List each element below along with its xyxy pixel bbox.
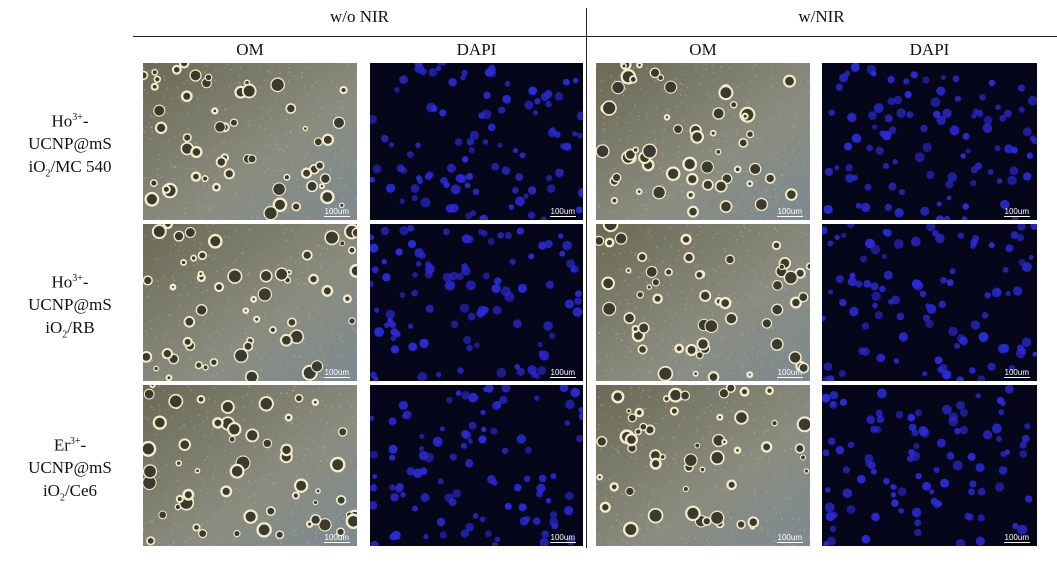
header-rule bbox=[133, 36, 1057, 37]
micrograph bbox=[596, 63, 810, 220]
scale-bar: 100um bbox=[323, 207, 350, 217]
row-label: Er3+- UCNP@mS iO2/Ce6 bbox=[0, 430, 140, 510]
scale-bar: 100um bbox=[1003, 368, 1030, 378]
micrograph bbox=[370, 63, 583, 220]
scale-bar: 100um bbox=[549, 533, 576, 543]
ion: Ho bbox=[51, 111, 73, 131]
column-header: DAPI bbox=[456, 40, 497, 59]
label-line: iO2/RB bbox=[0, 316, 140, 346]
column-header: DAPI bbox=[909, 40, 950, 59]
group-header: w/NIR bbox=[798, 7, 845, 26]
scale-bar: 100um bbox=[323, 533, 350, 543]
scale-bar: 100um bbox=[1003, 207, 1030, 217]
label-line: iO2/Ce6 bbox=[0, 479, 140, 509]
om-image: 100um bbox=[596, 385, 810, 546]
dapi-image: 100um bbox=[822, 224, 1037, 381]
text: /MC 540 bbox=[50, 157, 112, 177]
om-image: 100um bbox=[596, 224, 810, 381]
micrograph bbox=[370, 224, 583, 381]
text: iO bbox=[42, 481, 60, 501]
group-divider bbox=[586, 8, 587, 548]
scale-bar: 100um bbox=[776, 207, 803, 217]
dapi-image: 100um bbox=[822, 385, 1037, 546]
text: iO bbox=[28, 157, 46, 177]
row-label: Ho3+- UCNP@mS iO2/MC 540 bbox=[0, 106, 140, 186]
om-image: 100um bbox=[143, 63, 357, 220]
label-line: UCNP@mS bbox=[28, 295, 112, 315]
label-line: UCNP@mS bbox=[28, 458, 112, 478]
om-image: 100um bbox=[143, 385, 357, 546]
scale-bar: 100um bbox=[549, 368, 576, 378]
ion-end: - bbox=[80, 435, 87, 455]
ion: Er bbox=[53, 435, 70, 455]
charge: 3+ bbox=[72, 272, 83, 284]
scale-bar: 100um bbox=[1003, 533, 1030, 543]
charge: 3+ bbox=[69, 435, 81, 447]
charge: 3+ bbox=[72, 111, 83, 123]
subscript: 2 bbox=[59, 492, 65, 504]
micrograph bbox=[596, 385, 810, 546]
micrograph bbox=[822, 63, 1037, 220]
om-image: 100um bbox=[143, 224, 357, 381]
dapi-image: 100um bbox=[370, 385, 583, 546]
scale-bar: 100um bbox=[776, 533, 803, 543]
text: /Ce6 bbox=[64, 481, 98, 501]
subscript: 2 bbox=[62, 329, 68, 341]
scale-bar: 100um bbox=[549, 207, 576, 217]
column-header: OM bbox=[689, 40, 717, 59]
om-image: 100um bbox=[596, 63, 810, 220]
micrograph bbox=[143, 224, 357, 381]
ion-end: - bbox=[82, 111, 89, 131]
micrograph bbox=[143, 63, 357, 220]
row-label: Ho3+- UCNP@mS iO2/RB bbox=[0, 267, 140, 347]
scale-bar: 100um bbox=[776, 368, 803, 378]
micrograph bbox=[370, 385, 583, 546]
scale-bar: 100um bbox=[323, 368, 350, 378]
label-line: UCNP@mS bbox=[28, 134, 112, 154]
micrograph bbox=[822, 224, 1037, 381]
dapi-image: 100um bbox=[370, 63, 583, 220]
label-line: Ho3+- bbox=[0, 106, 140, 133]
group-header: w/o NIR bbox=[329, 7, 390, 26]
dapi-image: 100um bbox=[370, 224, 583, 381]
label-line: iO2/MC 540 bbox=[0, 155, 140, 185]
micrograph bbox=[596, 224, 810, 381]
micrograph bbox=[822, 385, 1037, 546]
column-header: OM bbox=[236, 40, 264, 59]
subscript: 2 bbox=[45, 168, 51, 180]
text: /RB bbox=[67, 318, 95, 338]
text: iO bbox=[45, 318, 63, 338]
ion: Ho bbox=[51, 272, 73, 292]
label-line: Ho3+- bbox=[0, 267, 140, 294]
ion-end: - bbox=[82, 272, 89, 292]
micrograph bbox=[143, 385, 357, 546]
dapi-image: 100um bbox=[822, 63, 1037, 220]
label-line: Er3+- bbox=[0, 430, 140, 457]
